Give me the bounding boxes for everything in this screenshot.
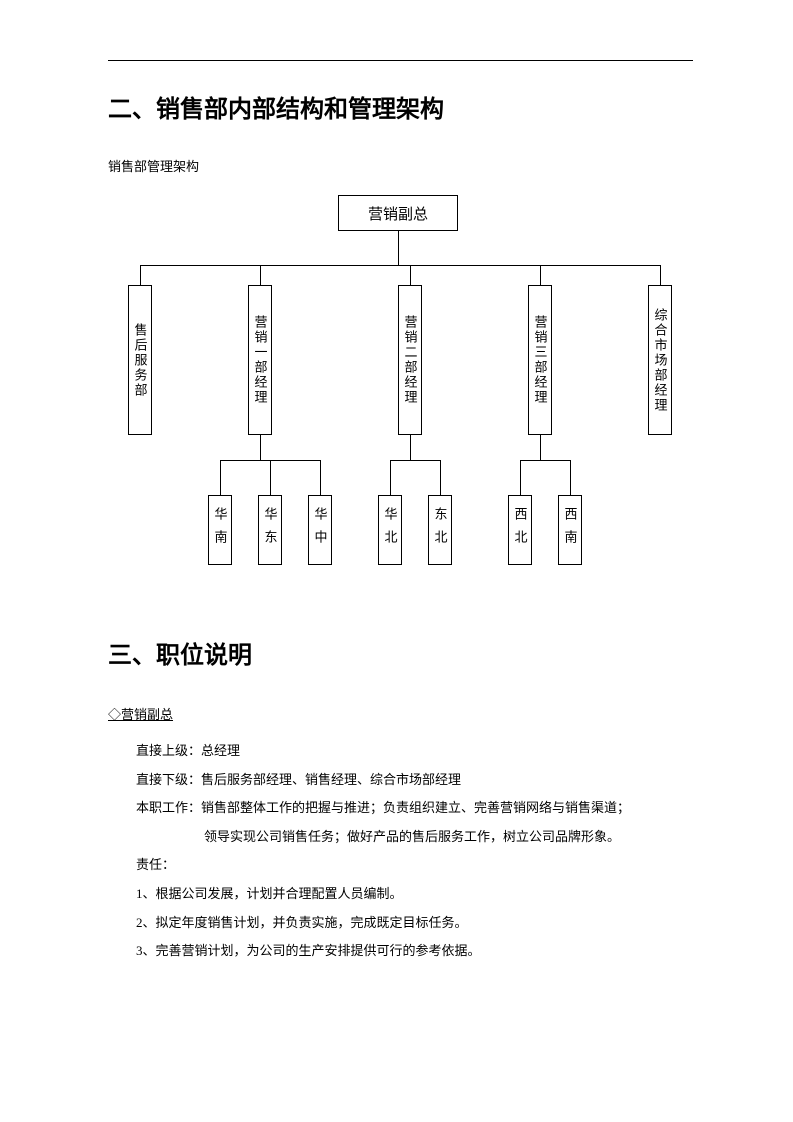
connector (140, 265, 660, 266)
org-leaf-3-0: 西北 (508, 495, 532, 565)
connector (260, 265, 261, 285)
org-chart: 营销副总售后服务部 营销一部经理 营销二部经理 营销三部经理 综合市场部经理华南华东华中… (118, 195, 678, 595)
connector (398, 231, 399, 265)
role-line: 本职工作：销售部整体工作的把握与推进；负责组织建立、完善营销网络与销售渠道； (108, 794, 693, 823)
connector (660, 265, 661, 285)
org-leaf-3-1: 西南 (558, 495, 582, 565)
role-line: 2、拟定年度销售计划，并负责实施，完成既定目标任务。 (108, 909, 693, 938)
role-line: 直接上级：总经理 (108, 737, 693, 766)
org-leaf-1-0: 华南 (208, 495, 232, 565)
role-line: 领导实现公司销售任务；做好产品的售后服务工作，树立公司品牌形象。 (108, 823, 693, 852)
org-l2-2: 营销二部经理 (398, 285, 422, 435)
org-leaf-2-1: 东北 (428, 495, 452, 565)
connector (540, 265, 541, 285)
connector (410, 265, 411, 285)
role-description: 直接上级：总经理直接下级：售后服务部经理、销售经理、综合市场部经理本职工作：销售… (108, 737, 693, 966)
connector (520, 460, 521, 495)
section2-title: 三、职位说明 (108, 635, 693, 670)
connector (220, 460, 221, 495)
org-l2-1: 营销一部经理 (248, 285, 272, 435)
connector (570, 460, 571, 495)
connector (320, 460, 321, 495)
connector (390, 460, 440, 461)
role-line: 1、根据公司发展，计划并合理配置人员编制。 (108, 880, 693, 909)
connector (410, 435, 411, 460)
org-l2-4: 综合市场部经理 (648, 285, 672, 435)
role-line: 3、完善营销计划，为公司的生产安排提供可行的参考依据。 (108, 937, 693, 966)
connector (520, 460, 570, 461)
org-leaf-1-2: 华中 (308, 495, 332, 565)
role-line: 直接下级：售后服务部经理、销售经理、综合市场部经理 (108, 766, 693, 795)
connector (540, 435, 541, 460)
org-l2-3: 营销三部经理 (528, 285, 552, 435)
connector (440, 460, 441, 495)
top-rule (108, 60, 693, 61)
org-leaf-1-1: 华东 (258, 495, 282, 565)
org-leaf-2-0: 华北 (378, 495, 402, 565)
org-l2-0: 售后服务部 (128, 285, 152, 435)
org-root: 营销副总 (338, 195, 458, 231)
section1-title: 二、销售部内部结构和管理架构 (108, 89, 693, 124)
section1-subtitle: 销售部管理架构 (108, 156, 693, 175)
role-line: 责任： (108, 851, 693, 880)
connector (270, 460, 271, 495)
role-heading: ◇营销副总 (108, 704, 693, 723)
connector (140, 265, 141, 285)
connector (390, 460, 391, 495)
connector (260, 435, 261, 460)
